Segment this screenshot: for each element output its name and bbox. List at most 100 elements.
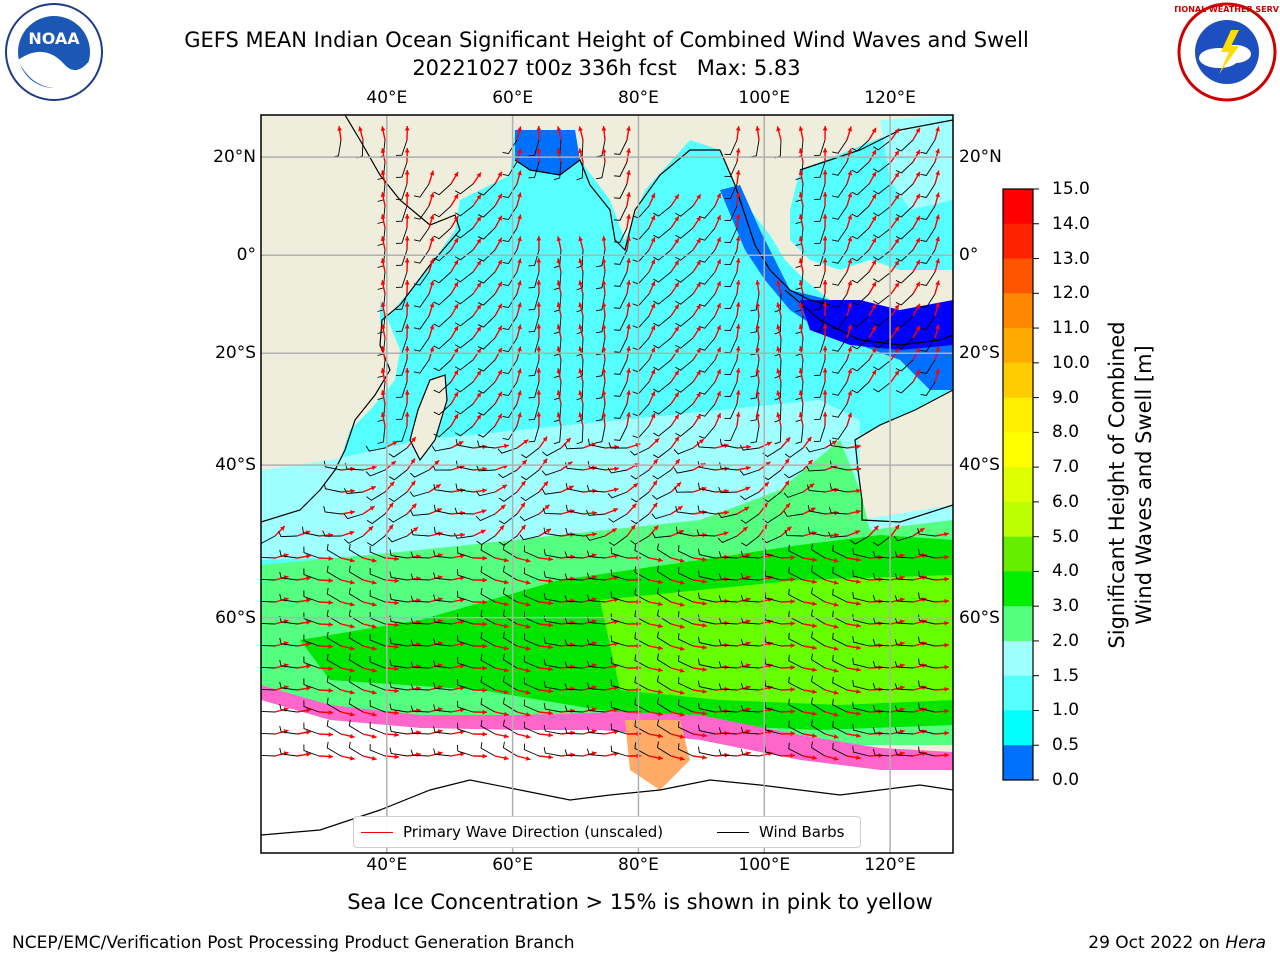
wind-barb — [454, 271, 474, 283]
wave-arrowhead — [657, 557, 663, 563]
wind-barb — [740, 748, 760, 757]
wave-arrowhead — [328, 578, 333, 583]
wind-barb — [832, 161, 848, 176]
wind-barb — [369, 678, 386, 691]
wave-arrowhead — [521, 459, 527, 465]
wave-arrowhead — [676, 482, 682, 488]
lat-label-right: 0° — [959, 245, 979, 266]
wave-arrowhead — [380, 412, 386, 418]
wind-barb — [656, 587, 672, 603]
wave-arrowhead — [674, 238, 679, 244]
wind-barb — [613, 359, 628, 375]
wave-arrowhead — [702, 556, 707, 562]
wind-barb — [576, 381, 584, 401]
wave-arrowhead — [626, 324, 631, 329]
wind-barb — [895, 139, 914, 152]
wave-arrowhead — [674, 216, 679, 222]
wind-barb — [279, 747, 298, 757]
wind-barb — [851, 205, 870, 218]
wave-arrowhead — [790, 599, 795, 604]
wave-arrowhead — [435, 484, 441, 489]
wave-arrowhead — [536, 258, 542, 263]
wave-arrowhead — [592, 532, 597, 537]
wave-arrowhead — [674, 436, 680, 442]
colorbar-frame — [1002, 188, 1034, 781]
wave-arrowhead — [306, 598, 311, 603]
wind-barb — [675, 425, 694, 437]
wind-barb — [576, 161, 584, 181]
wind-barb — [455, 439, 474, 449]
wave-arrowhead — [894, 304, 900, 310]
wave-arrowhead — [674, 348, 679, 354]
wave-arrowhead — [404, 214, 410, 219]
wave-arrowhead — [631, 503, 637, 509]
wind-barb — [656, 653, 672, 669]
wind-barb — [724, 293, 738, 310]
wave-arrowhead — [476, 370, 482, 376]
wave-arrowhead — [601, 236, 607, 241]
wave-arrowhead — [871, 149, 877, 155]
wave-arrowhead — [453, 391, 459, 397]
wind-barb — [413, 315, 430, 330]
wind-barb — [740, 513, 760, 524]
wind-barb — [457, 744, 474, 757]
wind-barb — [323, 505, 342, 515]
wind-barb — [585, 535, 606, 541]
wave-arrowhead — [871, 127, 877, 133]
wind-barb — [810, 543, 826, 559]
wind-barb — [326, 587, 342, 603]
wave-arrowhead — [833, 668, 839, 673]
wind-barb — [523, 633, 540, 647]
wind-barb — [872, 381, 892, 393]
wave-arrowhead — [630, 524, 636, 530]
lon-label-bottom: 40°E — [366, 855, 408, 875]
wind-barb — [872, 551, 892, 559]
lat-label-right: 20°S — [959, 343, 1000, 364]
wave-arrowhead — [280, 526, 285, 531]
wave-arrowhead — [626, 126, 631, 131]
wind-barb — [656, 719, 672, 735]
colorbar — [1003, 189, 1033, 781]
wave-arrowhead — [394, 600, 399, 606]
wind-barb — [523, 677, 540, 691]
colorbar-tick-label: 12.0 — [1052, 283, 1090, 304]
wave-arrowhead — [894, 326, 900, 332]
wave-arrowhead — [556, 148, 562, 154]
wind-barb — [852, 570, 870, 581]
wave-arrowhead — [328, 710, 333, 715]
wave-arrowhead — [785, 437, 791, 443]
wind-barb — [653, 403, 672, 415]
map-frame — [260, 114, 954, 854]
wind-barb — [783, 491, 804, 498]
wind-barb — [698, 746, 716, 757]
wind-barb — [261, 623, 276, 625]
wind-barb — [851, 293, 870, 306]
wave-arrowhead — [380, 126, 386, 132]
wind-barb — [764, 701, 782, 713]
wind-barb — [852, 746, 870, 757]
footer-credit: NCEP/EMC/Verification Post Processing Pr… — [12, 933, 575, 953]
wave-arrowhead — [919, 528, 925, 533]
wind-barb — [303, 590, 320, 603]
wave-arrowhead — [657, 689, 663, 695]
wave-arrowhead — [746, 444, 751, 450]
antarctica-white — [261, 700, 953, 853]
wind-barb — [810, 609, 826, 625]
wave-arrowhead — [570, 730, 575, 736]
wind-barb — [565, 504, 584, 515]
wind-barb — [832, 315, 848, 330]
wave-arrowhead — [520, 502, 526, 508]
wave-arrowhead — [404, 412, 410, 417]
wave-arrowhead — [755, 412, 761, 417]
wave-arrowhead — [696, 282, 701, 288]
lon-label-top: 80°E — [618, 88, 659, 108]
wind-barb — [850, 535, 870, 545]
lat-label-left: 40°S — [215, 455, 256, 476]
wind-barb — [698, 592, 716, 603]
wind-barb — [810, 587, 826, 603]
wind-barb — [698, 570, 716, 581]
wind-barb — [696, 441, 716, 449]
wave-arrowhead — [548, 600, 553, 606]
wave-arrowhead — [503, 443, 509, 449]
wind-barb — [894, 705, 914, 713]
